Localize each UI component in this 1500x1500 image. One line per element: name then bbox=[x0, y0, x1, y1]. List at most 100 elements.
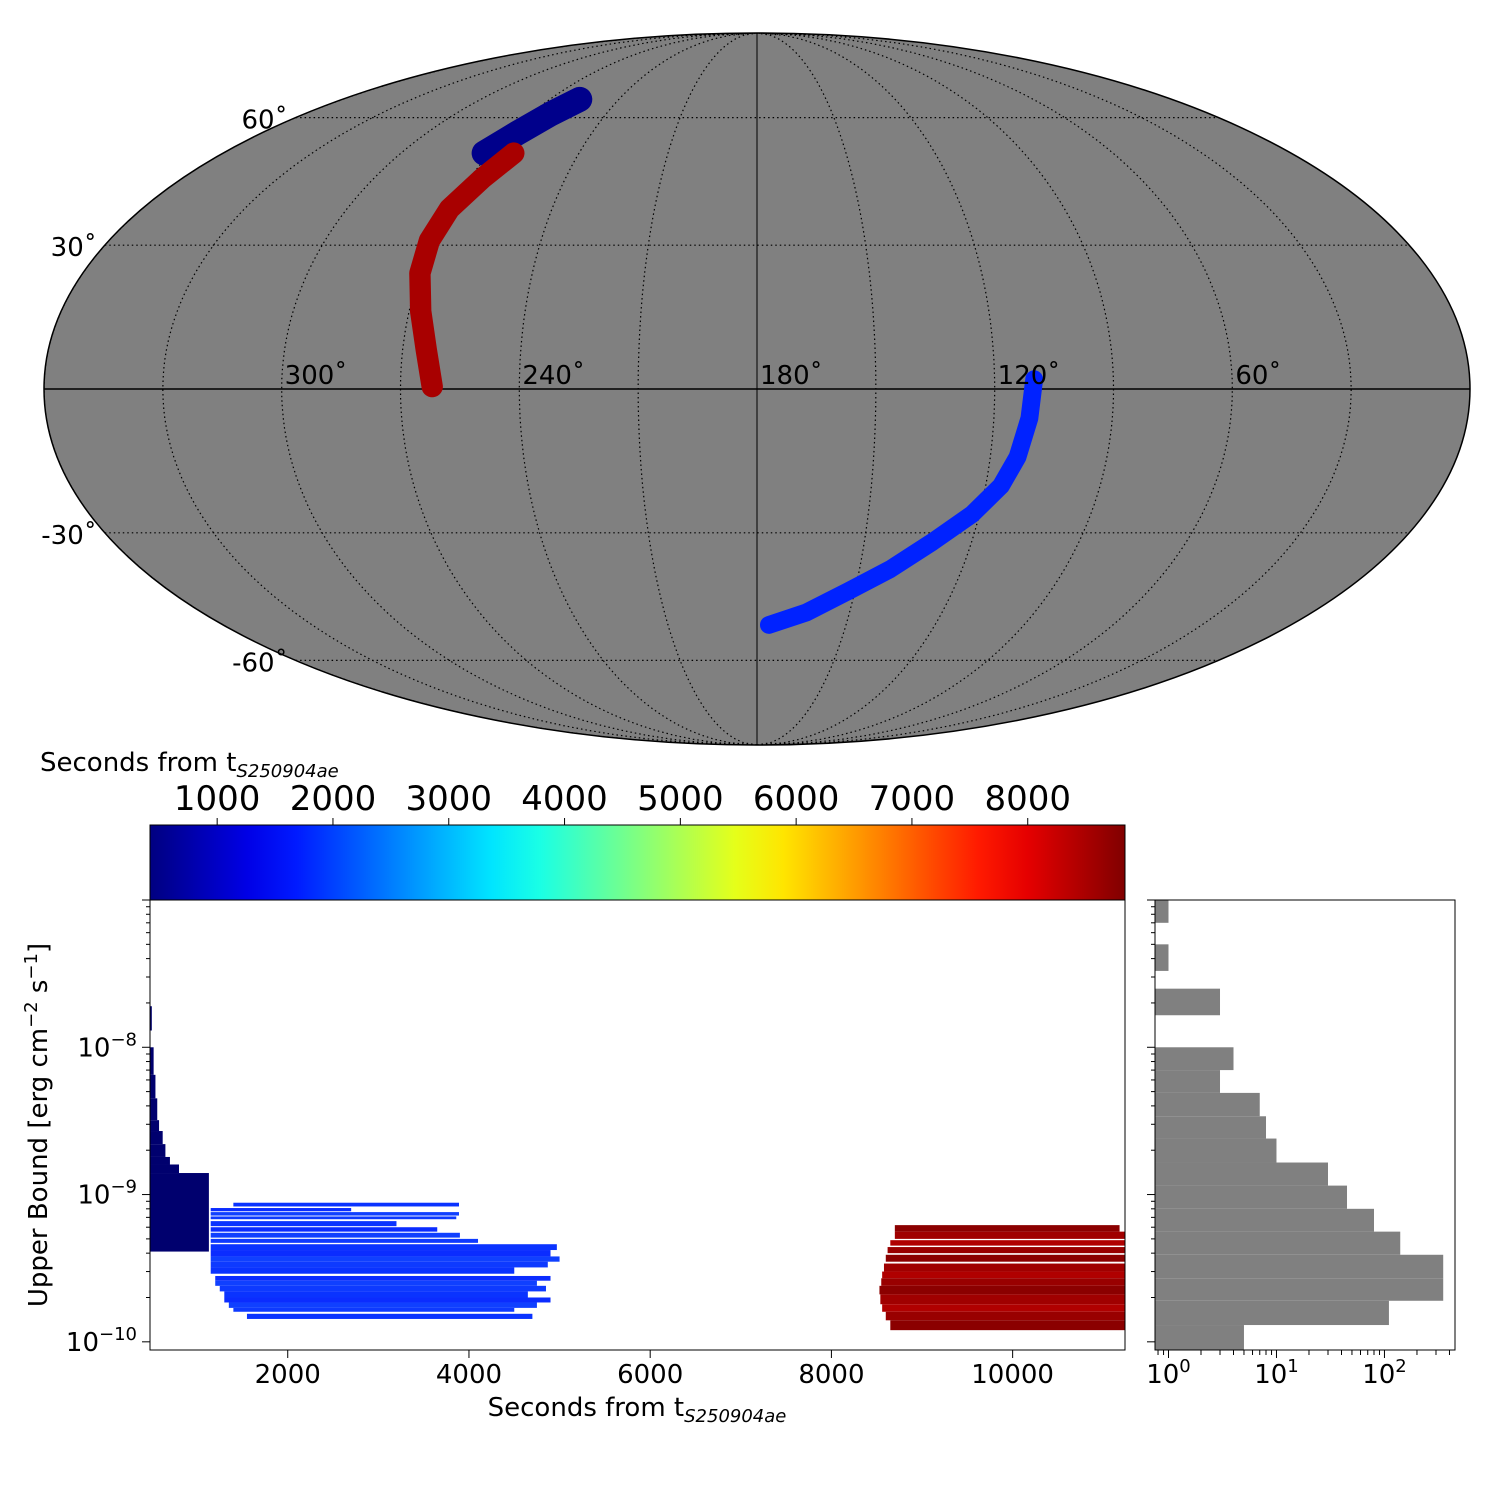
longitude-tick-label: 120˚ bbox=[998, 361, 1061, 391]
histogram-bar bbox=[1155, 1325, 1244, 1350]
colorbar-tick-label: 6000 bbox=[753, 779, 840, 819]
colorbar-label: Seconds from tS250904ae bbox=[40, 748, 339, 782]
colorbar-label-subscript: S250904ae bbox=[236, 761, 338, 782]
interval-bar-blue bbox=[210, 1250, 551, 1257]
interval-bar-red bbox=[882, 1271, 1125, 1279]
interval-bar-red bbox=[880, 1294, 1125, 1305]
interval-bar-red bbox=[894, 1225, 1120, 1232]
interval-bar-blue bbox=[215, 1275, 551, 1281]
longitude-tick-label: 180˚ bbox=[760, 361, 823, 391]
latitude-tick-label: 30˚ bbox=[51, 233, 97, 263]
histogram-bar bbox=[1155, 1208, 1374, 1232]
interval-bar-blue bbox=[228, 1302, 537, 1308]
histogram-bar bbox=[1155, 1185, 1348, 1209]
interval-bar-blue bbox=[233, 1202, 459, 1207]
interval-bar-blue bbox=[210, 1238, 479, 1243]
interval-bar-red bbox=[882, 1304, 1125, 1312]
interval-bar-red bbox=[879, 1285, 1125, 1295]
longitude-gridline bbox=[756, 33, 1352, 745]
histogram-bar bbox=[1155, 1162, 1328, 1186]
histogram-bars bbox=[1155, 900, 1444, 1350]
sky-map-regions bbox=[409, 86, 1044, 634]
x-tick-label: 10000 bbox=[971, 1360, 1054, 1390]
histogram-axes: 100 101 102 bbox=[1146, 899, 1450, 1390]
colorbar-ticks: 1000 2000 3000 4000 5000 6000 7000 8000 bbox=[174, 779, 1071, 825]
colorbar: Seconds from tS250904ae 1000 2000 3000 4000… bbox=[40, 748, 1126, 901]
interval-bar-early bbox=[150, 1120, 160, 1132]
colorbar-tick-label: 1000 bbox=[174, 779, 261, 819]
sky-map-labels: 60˚ 30˚ -30˚ -60˚ 300˚ 240˚ 180˚ 120˚ 60˚ bbox=[41, 106, 1281, 679]
colorbar-tick-label: 7000 bbox=[869, 779, 956, 819]
histogram-bar bbox=[1155, 1047, 1234, 1071]
interval-bar-blue bbox=[210, 1208, 352, 1212]
histogram-bar bbox=[1155, 1254, 1444, 1279]
x-axis-label-subscript: S250904ae bbox=[684, 1406, 786, 1427]
y-axis-label-mid: s bbox=[24, 980, 54, 1002]
interval-bar-blue bbox=[210, 1232, 460, 1238]
colorbar-tick-label: 8000 bbox=[984, 779, 1071, 819]
longitude-tick-label: 60˚ bbox=[1235, 361, 1281, 391]
interval-bar-early bbox=[150, 1006, 152, 1031]
histogram-bar bbox=[1155, 1278, 1444, 1301]
histogram-bar bbox=[1155, 1116, 1267, 1139]
upper-bound-chart-frame bbox=[149, 899, 1126, 1351]
x-tick-label: 4000 bbox=[436, 1360, 502, 1390]
interval-bar-early bbox=[150, 1144, 166, 1157]
histogram-x-tick-label: 102 bbox=[1362, 1356, 1407, 1390]
histogram-x-tick-label: 101 bbox=[1254, 1356, 1299, 1390]
sky-region-blue bbox=[759, 370, 1044, 634]
latitude-tick-label: 60˚ bbox=[242, 106, 288, 136]
histogram-bar bbox=[1155, 1070, 1221, 1093]
sky-region-red bbox=[409, 142, 525, 398]
sky-map: 60˚ 30˚ -30˚ -60˚ 300˚ 240˚ 180˚ 120˚ 60˚ bbox=[41, 32, 1471, 746]
upper-bound-chart-axes: 2000 4000 6000 8000 10000 10−10 10−9 10−8 bbox=[66, 899, 1054, 1390]
x-tick-label: 2000 bbox=[255, 1360, 321, 1390]
interval-bar-early bbox=[150, 1164, 179, 1174]
interval-bar-early bbox=[150, 1131, 163, 1145]
y-axis-label-sup2: −1 bbox=[21, 953, 42, 980]
latitude-tick-label: -60˚ bbox=[232, 648, 287, 678]
colorbar-gradient bbox=[149, 824, 1126, 901]
colorbar-tick-label: 3000 bbox=[405, 779, 492, 819]
interval-bar-early bbox=[150, 1074, 156, 1099]
x-axis-label: Seconds from tS250904ae bbox=[488, 1393, 787, 1427]
y-tick-label: 10−9 bbox=[77, 1177, 137, 1211]
interval-bar-blue bbox=[219, 1285, 546, 1292]
interval-bar-red bbox=[890, 1240, 1125, 1246]
interval-bar-blue bbox=[224, 1297, 551, 1303]
upper-bound-bars bbox=[150, 1006, 1125, 1331]
y-axis-label-sup1: −2 bbox=[21, 1001, 42, 1028]
interval-bar-blue bbox=[210, 1261, 548, 1268]
histogram-bar bbox=[1155, 1092, 1260, 1117]
interval-bar-blue bbox=[233, 1307, 515, 1312]
interval-bar-blue bbox=[210, 1227, 438, 1232]
interval-bar-blue bbox=[215, 1280, 537, 1286]
longitude-tick-label: 240˚ bbox=[522, 361, 585, 391]
interval-bar-red bbox=[887, 1247, 1125, 1254]
interval-bar-red bbox=[881, 1278, 1125, 1286]
histogram-bar bbox=[1155, 944, 1169, 971]
colorbar-tick-label: 5000 bbox=[637, 779, 724, 819]
x-tick-label: 8000 bbox=[798, 1360, 864, 1390]
histogram-bar bbox=[1155, 988, 1221, 1016]
y-tick-label: 10−8 bbox=[77, 1029, 137, 1063]
interval-bar-red bbox=[883, 1263, 1125, 1272]
upper-bound-chart: 2000 4000 6000 8000 10000 10−10 10−9 10−8 Secon… bbox=[21, 899, 1126, 1427]
y-tick-label: 10−10 bbox=[66, 1324, 137, 1358]
interval-bar-red bbox=[894, 1231, 1125, 1239]
interval-bar-red bbox=[885, 1254, 1125, 1262]
sky-region-dark-blue bbox=[471, 86, 593, 166]
histogram-bar bbox=[1155, 1231, 1401, 1255]
colorbar-tick-label: 4000 bbox=[521, 779, 608, 819]
y-axis-label: Upper Bound [erg cm−2 s−1] bbox=[21, 943, 54, 1307]
colorbar-tick-label: 2000 bbox=[290, 779, 377, 819]
interval-bar-early bbox=[150, 1098, 158, 1121]
interval-bar-early bbox=[150, 1156, 170, 1165]
y-axis-label-end: ] bbox=[24, 943, 54, 953]
latitude-tick-label: -30˚ bbox=[41, 521, 96, 551]
interval-bar-blue bbox=[210, 1221, 397, 1227]
x-tick-label: 6000 bbox=[617, 1360, 683, 1390]
interval-bar-blue bbox=[210, 1216, 457, 1220]
histogram: 100 101 102 bbox=[1146, 899, 1456, 1390]
